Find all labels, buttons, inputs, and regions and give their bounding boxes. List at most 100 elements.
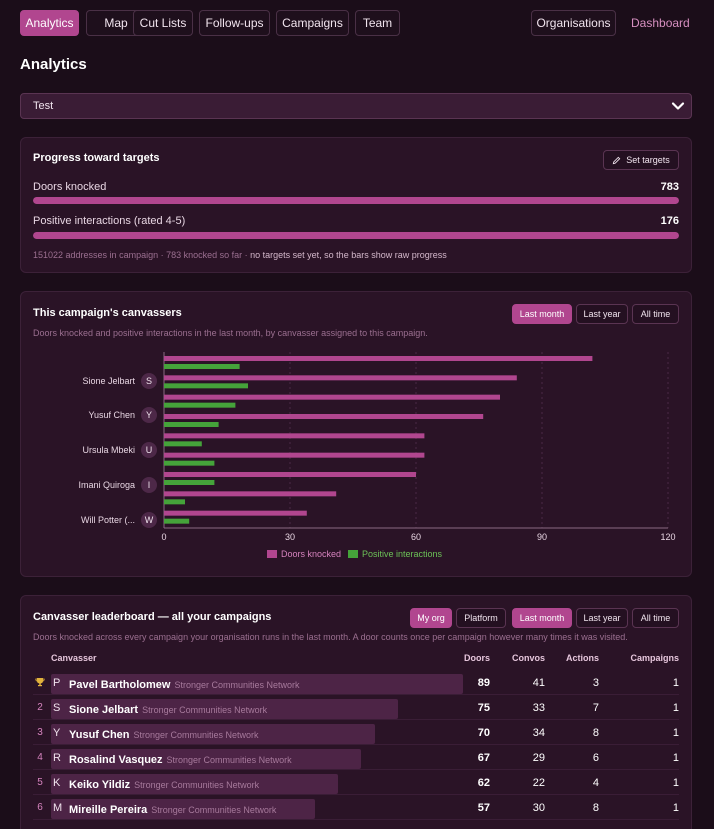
bar-positive-interactions bbox=[164, 518, 190, 524]
progress-footnote-stats: 151022 addresses in campaign · 783 knock… bbox=[33, 250, 251, 260]
leaderboard-filter-last-month[interactable]: Last month bbox=[512, 608, 572, 628]
canvasser-initial: S bbox=[146, 376, 152, 386]
campaign-select[interactable]: Test bbox=[20, 93, 692, 119]
canvasser-org: Stronger Communities Network bbox=[174, 680, 300, 690]
top-nav: Analytics Map Cut Lists Follow-ups Campa… bbox=[20, 10, 694, 36]
table-row[interactable]: 4 R Rosalind Vasquez Stronger Communities N… bbox=[33, 746, 679, 770]
bar-positive-interactions bbox=[164, 441, 202, 447]
table-row[interactable]: 2 S Sione Jelbart Stronger Communities Netw… bbox=[33, 696, 679, 720]
canvasser-org: Stronger Communities Network bbox=[142, 705, 268, 715]
legend-label-doors: Doors knocked bbox=[281, 549, 341, 559]
doors-bar bbox=[51, 699, 399, 719]
canvassers-chart: 0 30 60 90 120 S Sione Jelbart Y Yusuf Chen U Ursu… bbox=[78, 352, 676, 559]
canvasser-avatar bbox=[141, 477, 157, 493]
leaderboard-subtitle: Doors knocked across every campaign your… bbox=[33, 632, 628, 642]
bar-positive-interactions bbox=[164, 422, 219, 427]
progress-footnote-note: no targets set yet, so the bars show raw… bbox=[250, 250, 447, 260]
positive-value: 176 bbox=[660, 215, 679, 227]
doors-label: Doors knocked bbox=[33, 181, 107, 193]
set-targets-button[interactable]: Set targets bbox=[603, 150, 679, 170]
canvassers-title: This campaign's canvassers bbox=[33, 307, 182, 319]
column-campaigns: Campaigns bbox=[630, 653, 679, 663]
organisations-button[interactable]: Organisations bbox=[531, 10, 616, 36]
canvasser-name: Keiko Yildiz bbox=[69, 779, 131, 791]
doors-cell: 89 bbox=[477, 677, 490, 689]
trophy-icon bbox=[33, 677, 47, 690]
doors-bar bbox=[51, 674, 463, 694]
actions-cell: 4 bbox=[592, 777, 599, 789]
campaigns-cell: 1 bbox=[672, 802, 679, 814]
canvasser-avatar bbox=[141, 512, 157, 528]
avatar: P bbox=[53, 677, 61, 689]
x-tick-label: 90 bbox=[537, 532, 547, 542]
doors-progress-track bbox=[33, 197, 679, 204]
table-row[interactable]: 3 Y Yusuf Chen Stronger Communities Network… bbox=[33, 721, 679, 745]
doors-cell: 62 bbox=[477, 777, 490, 789]
progress-footnote: 151022 addresses in campaign · 783 knock… bbox=[33, 250, 447, 260]
canvasser-initial: I bbox=[148, 480, 151, 490]
bar-doors-knocked bbox=[164, 510, 307, 516]
convos-cell: 34 bbox=[532, 727, 545, 739]
bar-positive-interactions bbox=[164, 364, 240, 369]
doors-cell: 75 bbox=[477, 702, 490, 714]
dashboard-link[interactable]: Dashboard bbox=[631, 16, 690, 30]
canvasser-avatar bbox=[141, 407, 157, 423]
leaderboard-filter-last-year[interactable]: Last year bbox=[576, 608, 628, 628]
set-targets-label: Set targets bbox=[626, 155, 670, 165]
canvasser-cell: Mireille Pereira Stronger Communities Net… bbox=[69, 802, 276, 816]
canvasser-avatar bbox=[141, 442, 157, 458]
tab-follow-ups[interactable]: Follow-ups bbox=[199, 10, 270, 36]
doors-bar bbox=[51, 799, 315, 819]
column-canvasser: Canvasser bbox=[51, 653, 97, 663]
canvasser-cell: Rosalind Vasquez Stronger Communities Net… bbox=[69, 752, 292, 766]
scope-platform[interactable]: Platform bbox=[456, 608, 506, 628]
avatar: M bbox=[53, 802, 63, 814]
canvasser-initial: W bbox=[145, 515, 154, 525]
legend-swatch-doors bbox=[267, 550, 277, 558]
table-row[interactable]: P Pavel Bartholomew Stronger Communities N… bbox=[33, 671, 679, 695]
campaigns-cell: 1 bbox=[672, 677, 679, 689]
scope-my-org[interactable]: My org bbox=[410, 608, 452, 628]
table-row[interactable]: 6 M Mireille Pereira Stronger Communities N… bbox=[33, 796, 679, 820]
campaigns-cell: 1 bbox=[672, 777, 679, 789]
campaign-select-value: Test bbox=[33, 100, 54, 112]
tab-analytics[interactable]: Analytics bbox=[20, 10, 79, 36]
canvasser-cell: Keiko Yildiz Stronger Communities Network bbox=[69, 777, 259, 791]
chevron-down-icon bbox=[671, 102, 685, 110]
doors-progress-fill bbox=[33, 197, 679, 204]
leaderboard-filter-all-time[interactable]: All time bbox=[632, 608, 679, 628]
canvasser-org: Stronger Communities Network bbox=[134, 780, 260, 790]
canvassers-filter-last-year[interactable]: Last year bbox=[576, 304, 628, 324]
rank-number: 6 bbox=[37, 802, 43, 813]
canvasser-initial: U bbox=[146, 445, 153, 455]
bar-doors-knocked bbox=[164, 491, 337, 497]
canvassers-card: This campaign's canvassers Last month La… bbox=[20, 291, 692, 577]
table-row[interactable]: 5 K Keiko Yildiz Stronger Communities Netwo… bbox=[33, 771, 679, 795]
doors-cell: 70 bbox=[477, 727, 490, 739]
y-tick-label: Sione Jelbart bbox=[82, 376, 135, 386]
x-tick-label: 30 bbox=[285, 532, 295, 542]
bar-doors-knocked bbox=[164, 452, 425, 458]
column-convos: Convos bbox=[511, 653, 545, 663]
progress-card: Progress toward targets Set targets Door… bbox=[20, 137, 692, 273]
canvasser-name: Rosalind Vasquez bbox=[69, 754, 163, 766]
convos-cell: 30 bbox=[532, 802, 545, 814]
rank-number: 2 bbox=[37, 702, 43, 713]
canvasser-name: Sione Jelbart bbox=[69, 704, 139, 716]
canvassers-filter-last-month[interactable]: Last month bbox=[512, 304, 572, 324]
positive-label: Positive interactions (rated 4-5) bbox=[33, 215, 186, 227]
tab-cut-lists[interactable]: Cut Lists bbox=[133, 10, 193, 36]
y-tick-label: Ursula Mbeki bbox=[82, 445, 135, 455]
bar-doors-knocked bbox=[164, 356, 593, 361]
canvasser-cell: Sione Jelbart Stronger Communities Networ… bbox=[69, 702, 267, 716]
avatar: R bbox=[53, 752, 61, 764]
bar-positive-interactions bbox=[164, 402, 236, 408]
bar-doors-knocked bbox=[164, 414, 484, 419]
x-tick-label: 0 bbox=[161, 532, 166, 542]
tab-campaigns[interactable]: Campaigns bbox=[276, 10, 349, 36]
actions-cell: 8 bbox=[592, 727, 599, 739]
doors-cell: 57 bbox=[477, 802, 490, 814]
canvassers-filter-all-time[interactable]: All time bbox=[632, 304, 679, 324]
tab-team[interactable]: Team bbox=[355, 10, 400, 36]
bar-positive-interactions bbox=[164, 460, 215, 466]
